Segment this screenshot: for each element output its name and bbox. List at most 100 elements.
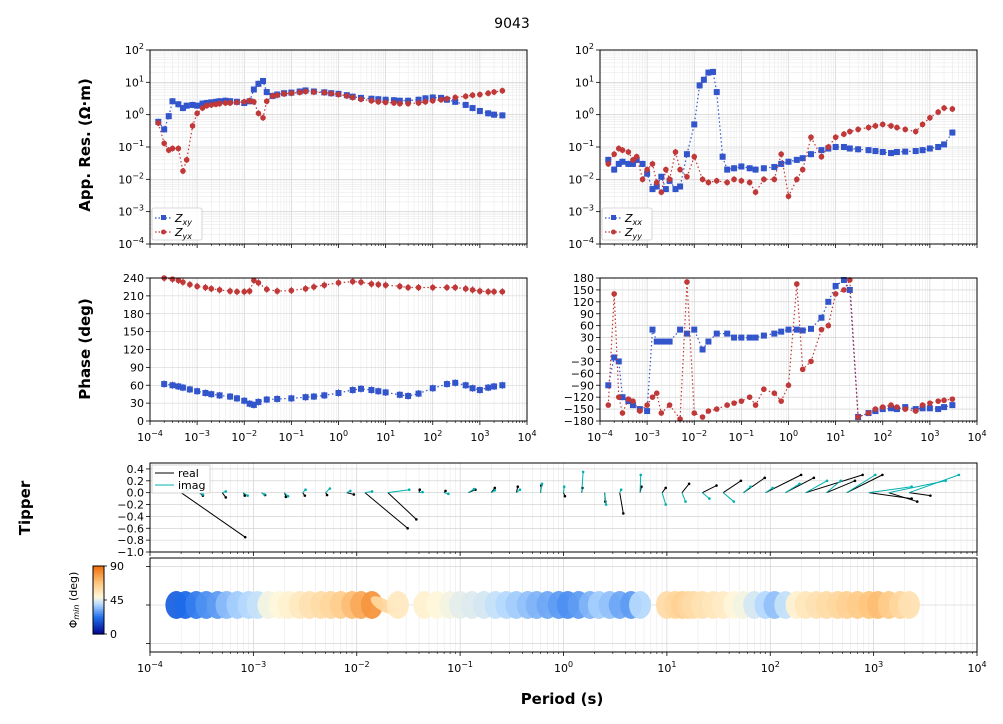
phi-min-colorbar: 0 45 90 Φmin (deg) bbox=[67, 560, 124, 641]
ph-diag-Zxx-point bbox=[793, 326, 800, 333]
res-off-Zyx-point bbox=[169, 145, 176, 152]
ph-diag-Zxx-point bbox=[919, 405, 926, 412]
tipper-imag-arrowhead bbox=[263, 493, 266, 496]
res-off-Zyx-point bbox=[485, 90, 491, 97]
ph-diag-Zyy-point bbox=[855, 414, 861, 420]
phase-ylabel: Phase (deg) bbox=[76, 298, 94, 399]
tipper-y-tick-label: 0.4 bbox=[127, 463, 145, 476]
res-off-y-tick-label: 10−1 bbox=[118, 139, 144, 154]
res-diag-Zxx-point bbox=[778, 160, 785, 167]
res-off-Zyx-point bbox=[462, 93, 469, 100]
ph-off-x-tick-label: 104 bbox=[517, 429, 536, 444]
ph-diag-Zyy-point bbox=[778, 398, 785, 404]
res-diag-Zxx-point bbox=[672, 186, 679, 193]
res-diag-Zyy-point bbox=[738, 178, 745, 184]
pt-ellipse bbox=[898, 591, 921, 619]
colorbar-segment bbox=[93, 618, 104, 621]
tipper-imag-arrow bbox=[846, 474, 876, 494]
res-off-Zyx-point bbox=[343, 93, 350, 99]
colorbar-segment bbox=[93, 569, 104, 572]
ph-off-Zxy-point bbox=[208, 391, 215, 398]
ph-diag-Zxx-point bbox=[752, 334, 759, 341]
ph-off-Zyx-point bbox=[251, 277, 257, 284]
ph-diag-Zxx-point bbox=[935, 406, 942, 413]
ph-off-Zyx-point bbox=[444, 284, 450, 291]
ph-diag-Zxx-point bbox=[785, 326, 792, 333]
ph-diag-Zyy-point bbox=[752, 402, 759, 408]
colorbar-segment bbox=[93, 594, 104, 598]
ph-diag-Zyy-point bbox=[941, 397, 947, 404]
ph-diag-Zyy-point bbox=[808, 358, 814, 365]
colorbar-segment bbox=[93, 584, 104, 587]
res-off-Zxy-point bbox=[189, 101, 196, 108]
res-diag-Zyy-point bbox=[847, 128, 853, 135]
res-off-y-tick-label: 10−3 bbox=[118, 204, 144, 219]
ph-diag-y-tick-label: 30 bbox=[580, 332, 594, 345]
res-diag-legend-label: Zyy bbox=[624, 226, 642, 241]
res-off-y-tick-label: 10−4 bbox=[118, 236, 144, 251]
tipper-legend-box bbox=[151, 464, 211, 494]
res-diag-Zyy-point bbox=[644, 166, 650, 173]
res-diag-Zyy-point bbox=[761, 176, 767, 183]
phase-offdiag-panel: 10−4 10−3 10−2 10−1 100 101 102 103 104 0 30 60 90 12… bbox=[123, 272, 537, 444]
ph-diag-Zyy-point bbox=[705, 408, 712, 414]
pt-x-tick-label: 10−3 bbox=[240, 660, 266, 675]
ph-diag-x-tick-label: 10−2 bbox=[681, 429, 707, 444]
tipper-imag-arrowhead bbox=[562, 485, 566, 489]
res-diag-Zyy-point bbox=[611, 151, 617, 157]
ph-diag-Zxx-point bbox=[760, 332, 767, 339]
tipper-real-arrowhead bbox=[303, 494, 307, 497]
ph-diag-Zxx-point bbox=[731, 334, 738, 341]
tipper-real-arrowhead bbox=[687, 482, 691, 486]
ph-diag-Zyy-point bbox=[691, 410, 698, 416]
tipper-imag-arrowhead bbox=[421, 490, 424, 494]
tipper-imag-arrowhead bbox=[472, 487, 476, 491]
ph-off-Zxy-point bbox=[452, 379, 459, 386]
res-diag-Zxx-point bbox=[625, 160, 632, 167]
ph-off-Zxy-point bbox=[476, 387, 483, 394]
colorbar-segment bbox=[93, 576, 104, 579]
ph-diag-Zyy-point bbox=[771, 390, 778, 396]
tipper-y-tick-label: −0.6 bbox=[117, 522, 144, 535]
res-off-Zyx-point bbox=[199, 105, 206, 111]
res-diag-frame bbox=[599, 49, 978, 245]
colorbar-segment bbox=[93, 571, 104, 574]
res-diag-Zxx-point bbox=[832, 144, 839, 150]
ph-off-Zyx-point bbox=[382, 282, 389, 288]
ph-diag-x-tick-label: 10−3 bbox=[634, 429, 660, 444]
res-diag-Zyy-point bbox=[912, 128, 919, 135]
ph-diag-y-tick-label: −30 bbox=[571, 355, 594, 368]
tipper-imag-arrowhead bbox=[328, 487, 332, 490]
tipper-real-arrow bbox=[826, 480, 856, 494]
ph-diag-Zyy-point bbox=[625, 396, 632, 402]
tipper-imag-arrow bbox=[639, 474, 642, 493]
ph-diag-Zxx-point bbox=[611, 354, 618, 361]
res-off-Zyx-point bbox=[444, 95, 450, 102]
ph-diag-Zyy-point bbox=[799, 366, 806, 373]
res-diag-Zxx-point bbox=[724, 166, 731, 173]
colorbar-segment bbox=[93, 625, 104, 628]
colorbar-segment bbox=[93, 610, 104, 613]
res-off-Zyx-point bbox=[452, 94, 459, 101]
ph-off-Zxy-point bbox=[241, 397, 248, 404]
tipper-ylabel: Tipper bbox=[16, 480, 34, 535]
ph-off-Zyx-point bbox=[499, 288, 506, 295]
ph-diag-Zxx-point bbox=[615, 358, 622, 365]
res-off-Zyx-point bbox=[263, 98, 270, 105]
ph-diag-Zxx-point bbox=[713, 330, 720, 337]
tipper-real-arrowhead bbox=[352, 493, 356, 496]
pt-x-tick-label: 10−4 bbox=[137, 660, 163, 675]
ph-diag-Zxx-point bbox=[941, 404, 948, 411]
tipper-imag-arrow bbox=[681, 492, 687, 502]
tipper-imag-arrow bbox=[722, 492, 735, 502]
ph-off-Zyx-point bbox=[180, 279, 186, 285]
ph-diag-Zxx-point bbox=[888, 405, 895, 412]
tipper-imag-arrowhead bbox=[201, 493, 205, 496]
ph-off-frame bbox=[149, 277, 528, 422]
ph-diag-Zyy-point bbox=[949, 396, 956, 402]
res-off-Zxy-point bbox=[161, 126, 168, 133]
res-off-Zyx-point bbox=[429, 97, 436, 104]
ph-diag-y-tick-label: −60 bbox=[571, 367, 594, 380]
ph-diag-Zxx-point bbox=[649, 326, 656, 333]
res-diag-Zxx-point bbox=[691, 121, 698, 128]
